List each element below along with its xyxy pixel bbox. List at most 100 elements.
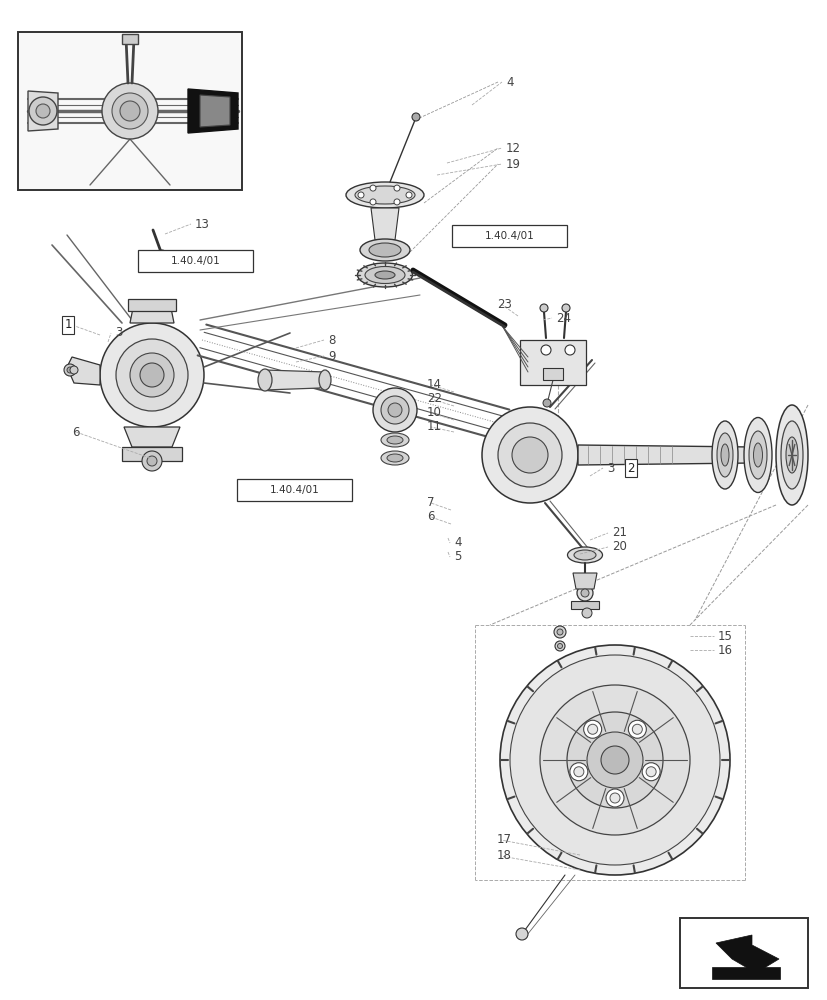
Circle shape [600,746,629,774]
Polygon shape [130,303,174,323]
Circle shape [576,585,592,601]
Circle shape [605,789,624,807]
Circle shape [586,732,643,788]
Ellipse shape [346,182,423,208]
Circle shape [140,363,164,387]
Ellipse shape [357,263,412,287]
Text: 11: 11 [427,420,442,434]
Circle shape [511,437,547,473]
Ellipse shape [753,443,762,467]
Circle shape [116,339,188,411]
Circle shape [29,97,57,125]
Circle shape [632,724,642,734]
Text: 1.40.4/01: 1.40.4/01 [270,485,319,495]
Circle shape [102,83,158,139]
Circle shape [405,192,412,198]
Bar [138,250,253,272]
Ellipse shape [375,271,394,279]
Circle shape [141,451,162,471]
Text: 13: 13 [195,218,209,231]
Text: 10: 10 [427,406,442,420]
Polygon shape [200,95,230,127]
Ellipse shape [318,370,331,390]
Circle shape [540,345,550,355]
Ellipse shape [716,433,732,477]
Ellipse shape [711,421,737,489]
Circle shape [64,364,76,376]
Text: 22: 22 [427,392,442,406]
Text: 3: 3 [606,462,614,475]
Circle shape [566,712,662,808]
Text: 9: 9 [327,350,335,362]
Ellipse shape [780,421,802,489]
Polygon shape [370,208,399,240]
Text: 23: 23 [496,298,511,310]
Text: 1.40.4/01: 1.40.4/01 [171,256,221,266]
Bar [543,368,562,380]
Circle shape [587,724,597,734]
Circle shape [372,388,417,432]
Circle shape [67,367,73,373]
Bar [452,225,566,247]
Bar [571,601,598,609]
Circle shape [583,720,601,738]
Circle shape [394,199,399,205]
Text: 19: 19 [505,158,520,171]
Circle shape [370,185,375,191]
Ellipse shape [380,451,409,465]
Circle shape [497,423,562,487]
Ellipse shape [748,431,766,479]
Circle shape [120,101,140,121]
Polygon shape [265,370,325,390]
Circle shape [394,185,399,191]
Circle shape [380,396,409,424]
Text: 3: 3 [115,326,122,340]
Text: 2: 2 [627,462,634,475]
Circle shape [515,928,528,940]
Text: 16: 16 [717,644,732,656]
Ellipse shape [566,547,602,563]
Text: 12: 12 [505,142,520,155]
Circle shape [357,192,364,198]
Bar [128,299,176,311]
Ellipse shape [380,433,409,447]
Polygon shape [67,357,100,385]
Polygon shape [28,91,58,131]
Circle shape [645,767,655,777]
Circle shape [539,685,689,835]
Ellipse shape [386,454,403,462]
Ellipse shape [386,436,403,444]
Polygon shape [519,340,586,385]
Ellipse shape [365,266,404,284]
Circle shape [581,589,588,597]
Text: 8: 8 [327,334,335,347]
Text: 6: 6 [72,426,79,438]
Circle shape [412,113,419,121]
Text: 4: 4 [453,536,461,550]
Circle shape [500,645,729,875]
Polygon shape [715,935,778,973]
Circle shape [554,641,564,651]
Circle shape [157,250,167,260]
Bar [122,34,138,44]
Circle shape [557,629,562,635]
Text: 4: 4 [505,76,513,89]
Text: 7: 7 [427,496,434,510]
Circle shape [628,720,646,738]
Ellipse shape [258,369,272,391]
Bar [237,479,352,501]
Text: 17: 17 [496,833,511,846]
Bar [122,447,182,461]
Circle shape [481,407,577,503]
Circle shape [112,93,148,129]
Circle shape [642,763,659,781]
Circle shape [130,353,174,397]
Circle shape [509,655,719,865]
Polygon shape [124,427,179,447]
Text: 24: 24 [555,312,571,324]
Bar [679,918,807,988]
Text: 14: 14 [427,378,442,391]
Circle shape [388,403,402,417]
Circle shape [36,104,50,118]
Ellipse shape [355,186,414,204]
